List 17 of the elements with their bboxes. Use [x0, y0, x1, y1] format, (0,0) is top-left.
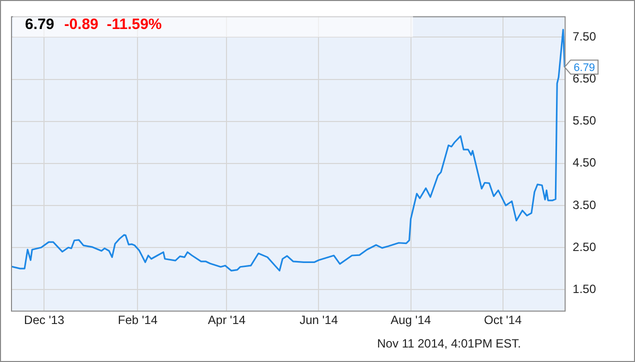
y-tick-label: 3.50 [572, 198, 596, 212]
y-tick-label: 6.50 [572, 72, 596, 86]
y-tick-label: 4.50 [572, 156, 596, 170]
y-tick-label: 5.50 [572, 114, 596, 128]
text: Nov 11 2014, 4:01PM EST. [377, 336, 521, 350]
x-tick-label: Apr '14 [208, 313, 246, 328]
y-tick-label: 7.50 [572, 30, 596, 44]
annotation: 6.79 [574, 62, 596, 74]
x-tick-label: Feb '14 [118, 313, 158, 328]
x-tick-label: Aug '14 [390, 313, 432, 328]
y-tick-label: 1.50 [572, 282, 596, 296]
chart-subtitle: -0.89 -11.59% [64, 16, 162, 33]
x-tick-label: Oct '14 [484, 313, 522, 328]
x-tick-label: Dec '13 [24, 313, 65, 328]
x-tick-label: Jun '14 [300, 313, 338, 328]
y-tick-label: 2.50 [572, 240, 596, 254]
chart-title: 6.79 [25, 16, 54, 33]
